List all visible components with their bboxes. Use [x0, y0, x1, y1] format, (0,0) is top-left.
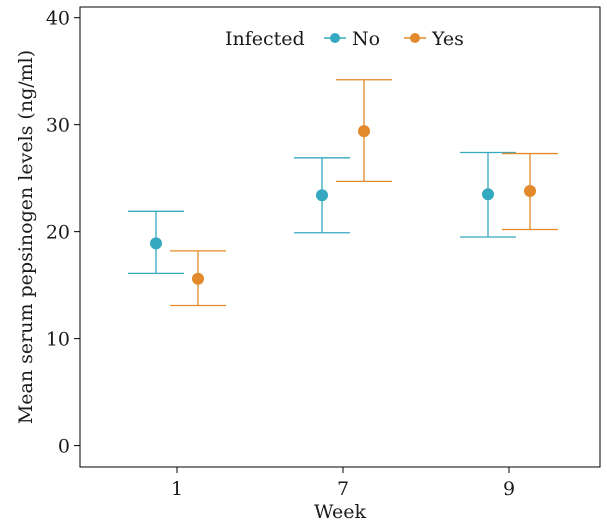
- series-marks: [128, 79, 558, 307]
- x-axis: 1 7 9: [171, 467, 515, 500]
- point-no-week-9: [482, 188, 494, 201]
- plot-frame: [79, 6, 601, 468]
- point-yes-week-1: [192, 272, 204, 285]
- x-tick-label-1: 1: [171, 478, 183, 500]
- y-axis-title: Mean serum pepsinogen levels (ng/ml): [15, 50, 37, 424]
- legend-marker-yes: [410, 33, 420, 43]
- y-tick-label-10: 10: [46, 329, 70, 351]
- point-no-week-7: [316, 189, 328, 202]
- y-tick-label-40: 40: [46, 8, 70, 30]
- y-tick-label-20: 20: [46, 222, 70, 244]
- legend-label-yes: Yes: [431, 28, 464, 50]
- legend-label-no: No: [352, 28, 380, 50]
- point-yes-week-7: [358, 125, 370, 138]
- y-tick-label-30: 30: [46, 115, 70, 137]
- y-tick-label-0: 0: [58, 436, 70, 458]
- point-yes-week-9: [524, 185, 536, 197]
- legend-title: Infected: [225, 28, 305, 50]
- point-no-week-1: [150, 237, 162, 250]
- x-axis-title: Week: [314, 501, 366, 523]
- legend-marker-no: [330, 33, 340, 43]
- legend: Infected No Yes: [225, 28, 464, 50]
- y-axis: 0 10 20 30 40: [46, 8, 80, 458]
- x-tick-label-7: 7: [337, 478, 349, 500]
- x-tick-label-9: 9: [503, 478, 515, 500]
